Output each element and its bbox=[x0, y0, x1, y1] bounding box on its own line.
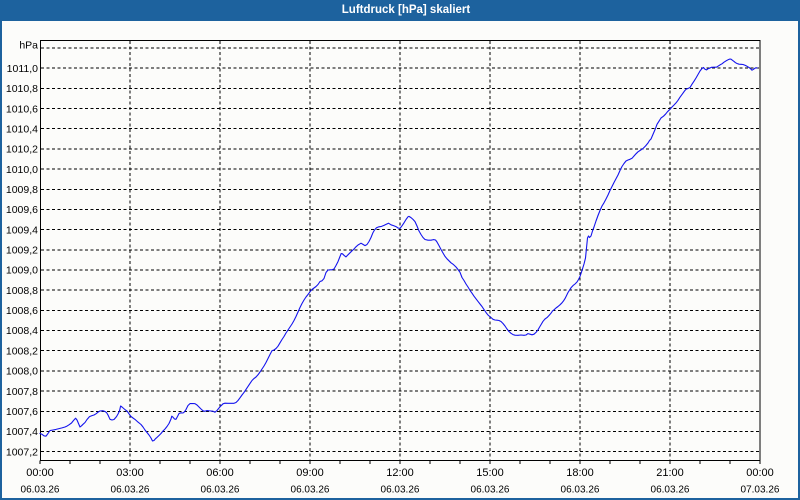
svg-text:1010,8: 1010,8 bbox=[6, 83, 38, 95]
svg-text:1007,4: 1007,4 bbox=[6, 426, 38, 438]
svg-text:1008,4: 1008,4 bbox=[6, 325, 38, 337]
svg-text:00:00: 00:00 bbox=[26, 467, 54, 479]
svg-text:07.03.26: 07.03.26 bbox=[741, 485, 780, 496]
svg-text:1010,0: 1010,0 bbox=[6, 164, 38, 176]
svg-text:03:00: 03:00 bbox=[116, 467, 144, 479]
svg-text:1007,8: 1007,8 bbox=[6, 386, 38, 398]
svg-text:1010,6: 1010,6 bbox=[6, 103, 38, 115]
svg-text:21:00: 21:00 bbox=[656, 467, 684, 479]
svg-text:06.03.26: 06.03.26 bbox=[381, 485, 420, 496]
svg-text:1009,6: 1009,6 bbox=[6, 204, 38, 216]
svg-text:1008,8: 1008,8 bbox=[6, 285, 38, 297]
svg-text:1011,0: 1011,0 bbox=[7, 63, 38, 75]
svg-text:1009,0: 1009,0 bbox=[6, 265, 38, 277]
svg-text:1010,4: 1010,4 bbox=[6, 123, 38, 135]
svg-text:1008,6: 1008,6 bbox=[6, 305, 38, 317]
svg-text:1008,2: 1008,2 bbox=[6, 345, 38, 357]
svg-text:06.03.26: 06.03.26 bbox=[471, 485, 510, 496]
svg-text:1008,0: 1008,0 bbox=[6, 366, 38, 378]
svg-text:18:00: 18:00 bbox=[566, 467, 594, 479]
svg-text:09:00: 09:00 bbox=[296, 467, 324, 479]
svg-text:06:00: 06:00 bbox=[206, 467, 234, 479]
svg-text:hPa: hPa bbox=[19, 40, 38, 52]
svg-text:00:00: 00:00 bbox=[746, 467, 774, 479]
svg-text:06.03.26: 06.03.26 bbox=[111, 485, 150, 496]
svg-text:06.03.26: 06.03.26 bbox=[21, 485, 60, 496]
svg-text:1010,2: 1010,2 bbox=[6, 144, 38, 156]
svg-text:06.03.26: 06.03.26 bbox=[561, 485, 600, 496]
svg-text:1009,4: 1009,4 bbox=[6, 224, 38, 236]
svg-text:1007,6: 1007,6 bbox=[6, 406, 38, 418]
svg-text:1009,2: 1009,2 bbox=[6, 245, 38, 257]
svg-text:06.03.26: 06.03.26 bbox=[201, 485, 240, 496]
svg-text:06.03.26: 06.03.26 bbox=[291, 485, 330, 496]
svg-text:15:00: 15:00 bbox=[476, 467, 504, 479]
svg-text:06.03.26: 06.03.26 bbox=[651, 485, 690, 496]
svg-text:1009,8: 1009,8 bbox=[6, 184, 38, 196]
svg-text:1007,2: 1007,2 bbox=[6, 446, 38, 458]
svg-text:12:00: 12:00 bbox=[386, 467, 414, 479]
